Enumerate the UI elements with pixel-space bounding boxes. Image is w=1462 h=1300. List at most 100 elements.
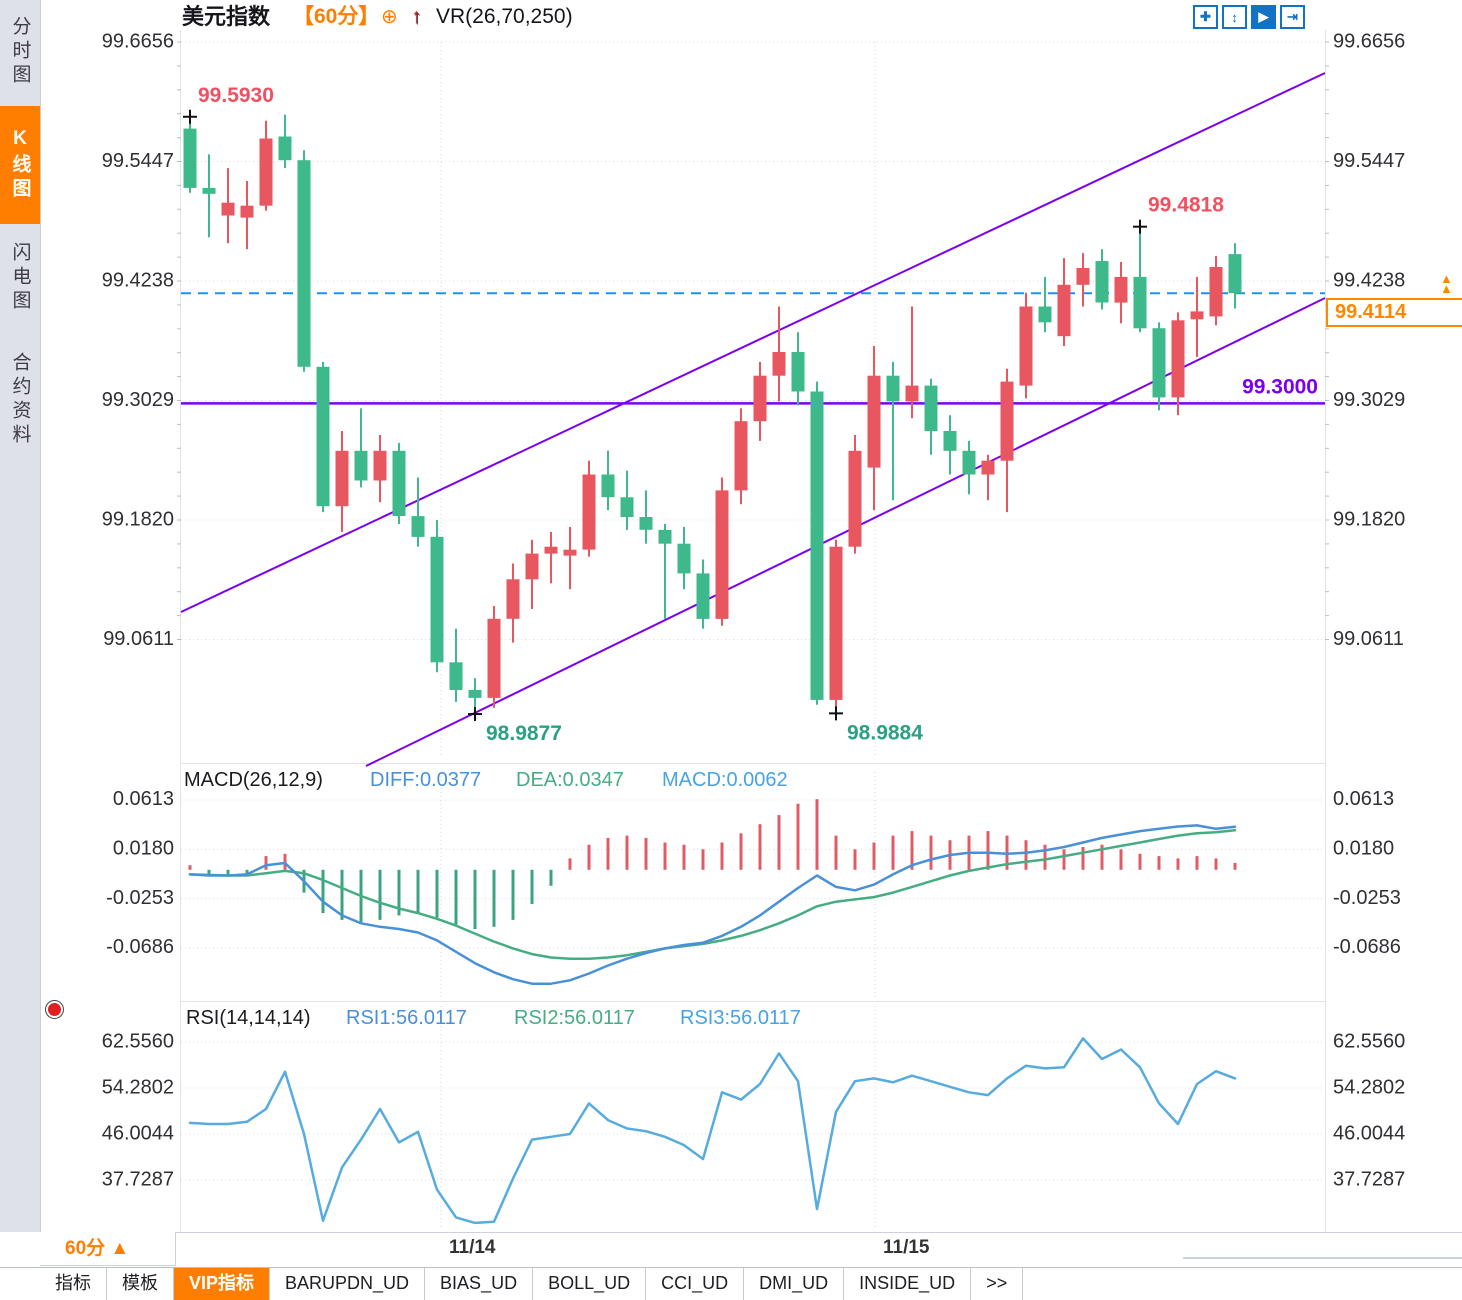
candle-body xyxy=(1057,284,1071,337)
axis-tick-label: 99.4238 xyxy=(1333,269,1405,291)
macd-bar xyxy=(1062,849,1066,870)
axis-tick-label: 99.1820 xyxy=(102,508,174,530)
candle-body xyxy=(240,205,254,218)
macd-bar xyxy=(568,858,572,870)
rsi2-readout: RSI2:56.0117 xyxy=(514,1007,635,1029)
candle-body xyxy=(525,553,539,580)
macd-bar xyxy=(1138,853,1142,870)
sidebar-item-1[interactable]: 分时图 xyxy=(9,16,31,88)
axis-range-icon[interactable]: ↕ xyxy=(1222,5,1247,29)
symbol-title: 美元指数 xyxy=(182,4,271,29)
auto-scroll-icon[interactable]: ▶ xyxy=(1251,5,1276,29)
tab-[interactable]: 模板 xyxy=(107,1268,174,1300)
candle-body xyxy=(506,579,520,619)
macd-bar xyxy=(340,869,344,920)
axis-tick-label: 54.2802 xyxy=(102,1076,174,1098)
watermark-line xyxy=(1183,1257,1462,1259)
candle-body xyxy=(1076,268,1090,285)
macd-dea-line xyxy=(188,829,1237,960)
add-indicator-icon[interactable]: ⊕ xyxy=(381,6,398,28)
jump-to-latest-icon[interactable]: ⇥ xyxy=(1280,5,1305,29)
candle-body xyxy=(848,450,862,547)
tab-barupdn_ud[interactable]: BARUPDN_UD xyxy=(270,1268,426,1300)
crosshair-tool-icon[interactable]: ✚ xyxy=(1193,5,1218,29)
rsi1-readout: RSI1:56.0117 xyxy=(346,1007,467,1029)
axis-tick-label: 99.3029 xyxy=(102,389,174,411)
macd-bar xyxy=(435,869,439,918)
axis-tick-label: -0.0686 xyxy=(1333,936,1401,958)
blink-indicator-icon xyxy=(48,1003,61,1016)
rsi-line xyxy=(188,1037,1237,1225)
macd-bar xyxy=(530,869,534,904)
candle-body xyxy=(582,474,596,550)
candle-body xyxy=(943,431,957,451)
sidebar-item-2[interactable]: K线图 xyxy=(0,106,40,224)
candle-body xyxy=(487,618,501,698)
candlesticks xyxy=(183,113,1242,713)
macd-bar xyxy=(1100,844,1104,870)
macd-bar xyxy=(1119,849,1123,870)
macd-bar xyxy=(1043,844,1047,870)
axis-tick-label: 0.0613 xyxy=(113,788,174,810)
macd-bar xyxy=(739,833,743,870)
tab->>[interactable]: >> xyxy=(971,1268,1024,1300)
tab-dmi_ud[interactable]: DMI_UD xyxy=(744,1268,845,1300)
period-badge[interactable]: 【60分】 xyxy=(293,5,380,28)
candle-body xyxy=(696,573,710,619)
candle-body xyxy=(772,352,786,376)
candle-body xyxy=(620,497,634,518)
tab-[interactable]: 指标 xyxy=(40,1268,107,1300)
macd-bar xyxy=(720,842,724,870)
candle-body xyxy=(905,385,919,402)
tab-inside_ud[interactable]: INSIDE_UD xyxy=(844,1268,972,1300)
candle-body xyxy=(791,352,805,392)
macd-bar xyxy=(1214,858,1218,870)
candle-body xyxy=(183,128,197,188)
macd-bar xyxy=(758,824,762,870)
macd-bar xyxy=(891,835,895,870)
candle-body xyxy=(544,546,558,554)
extreme-price-label: 98.9877 xyxy=(486,722,562,745)
macd-bar xyxy=(834,835,838,870)
candle-body xyxy=(1171,320,1185,398)
macd-title: MACD(26,12,9) xyxy=(184,769,323,791)
sidebar-item-3[interactable]: 闪电图 xyxy=(9,242,31,314)
candle-body xyxy=(392,450,406,516)
macd-bar xyxy=(245,869,249,876)
axis-tick-label: 99.5447 xyxy=(1333,150,1405,172)
macd-bar xyxy=(226,869,230,875)
axis-tick-label: 62.5560 xyxy=(102,1030,174,1052)
price-up-arrow-icon: ▲ ▲ xyxy=(1440,271,1453,296)
axis-tick-label: 0.0613 xyxy=(1333,788,1394,810)
macd-histogram xyxy=(188,799,1237,929)
trend-channel-lines[interactable] xyxy=(180,72,1326,767)
extreme-price-label: 98.9884 xyxy=(847,721,923,744)
candle-body xyxy=(278,136,292,161)
extreme-price-label: 99.4818 xyxy=(1148,194,1224,217)
sidebar-item-4[interactable]: 合约资料 xyxy=(9,352,31,448)
xaxis-strip xyxy=(40,1232,1462,1268)
candle-body xyxy=(658,529,672,544)
axis-tick-label: -0.0253 xyxy=(1333,887,1401,909)
macd-bar xyxy=(815,799,819,870)
macd-bar xyxy=(587,844,591,870)
tab-boll_ud[interactable]: BOLL_UD xyxy=(533,1268,647,1300)
macd-macd-readout: MACD:0.0062 xyxy=(662,769,788,791)
macd-bar xyxy=(1233,863,1237,870)
candle-body xyxy=(221,202,235,216)
macd-bar xyxy=(777,815,781,870)
period-selector[interactable]: 60分 ▲ xyxy=(40,1232,176,1266)
macd-bar xyxy=(929,835,933,870)
macd-diff-readout: DIFF:0.0377 xyxy=(370,769,482,791)
macd-dea-readout: DEA:0.0347 xyxy=(516,769,624,791)
macd-bar xyxy=(264,856,268,870)
tab-vip[interactable]: VIP指标 xyxy=(174,1268,271,1300)
axis-tick-label: 99.6656 xyxy=(102,30,174,52)
tab-bias_ud[interactable]: BIAS_UD xyxy=(425,1268,534,1300)
macd-bar xyxy=(853,849,857,870)
candle-body xyxy=(259,138,273,206)
candle-body xyxy=(639,517,653,530)
tab-cci_ud[interactable]: CCI_UD xyxy=(646,1268,745,1300)
